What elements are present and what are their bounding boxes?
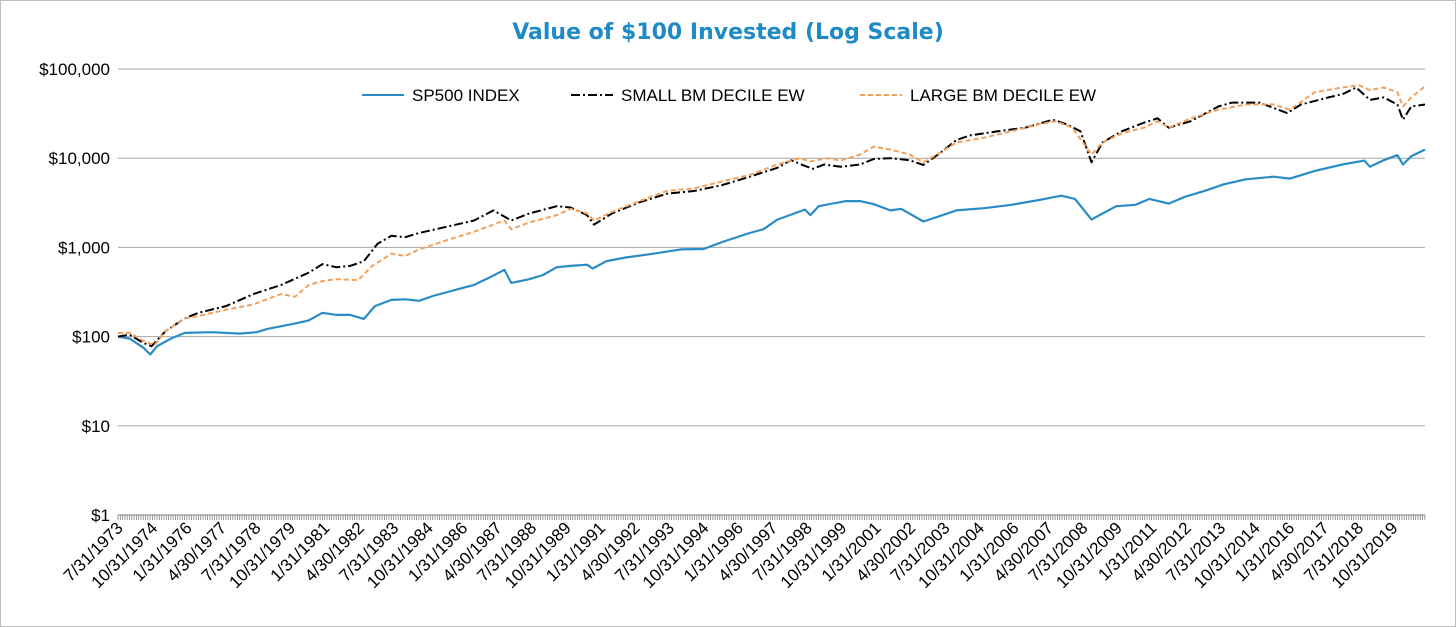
gridlines — [118, 68, 1425, 516]
series-line-2 — [117, 86, 1426, 348]
y-tick-label: $100,000 — [39, 60, 110, 79]
series-group — [117, 84, 1426, 356]
legend-label: LARGE BM DECILE EW — [910, 86, 1096, 105]
y-tick-label: $1 — [91, 506, 110, 525]
x-axis: 7/31/197310/31/19741/31/19764/30/19777/3… — [60, 515, 1426, 592]
chart-title: Value of $100 Invested (Log Scale) — [512, 20, 944, 45]
legend-label: SP500 INDEX — [412, 86, 520, 105]
legend-label: SMALL BM DECILE EW — [621, 86, 805, 105]
series-line-3 — [118, 84, 1426, 347]
y-tick-label: $10 — [82, 417, 110, 436]
y-tick-label: $10,000 — [49, 149, 110, 168]
y-axis: $1 $10 $100 $1,000 $10,000 $100,000 — [39, 60, 110, 525]
legend: SP500 INDEX SMALL BM DECILE EW LARGE BM DE… — [362, 86, 1096, 105]
y-tick-label: $1,000 — [58, 238, 110, 257]
series-line-1 — [117, 148, 1426, 356]
y-tick-label: $100 — [72, 328, 110, 347]
